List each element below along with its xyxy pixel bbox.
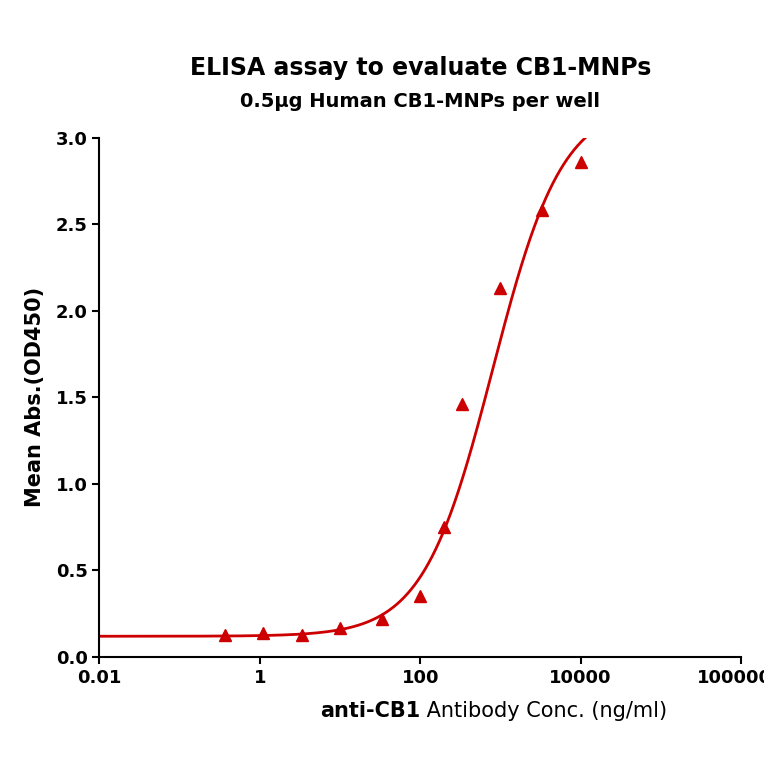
Text: Antibody Conc. (ng/ml): Antibody Conc. (ng/ml) [420, 701, 667, 720]
Y-axis label: Mean Abs.(OD450): Mean Abs.(OD450) [24, 287, 44, 507]
Text: ELISA assay to evaluate CB1-MNPs: ELISA assay to evaluate CB1-MNPs [189, 57, 651, 80]
Text: 0.5μg Human CB1-MNPs per well: 0.5μg Human CB1-MNPs per well [240, 92, 601, 111]
Text: anti-CB1: anti-CB1 [320, 701, 420, 720]
